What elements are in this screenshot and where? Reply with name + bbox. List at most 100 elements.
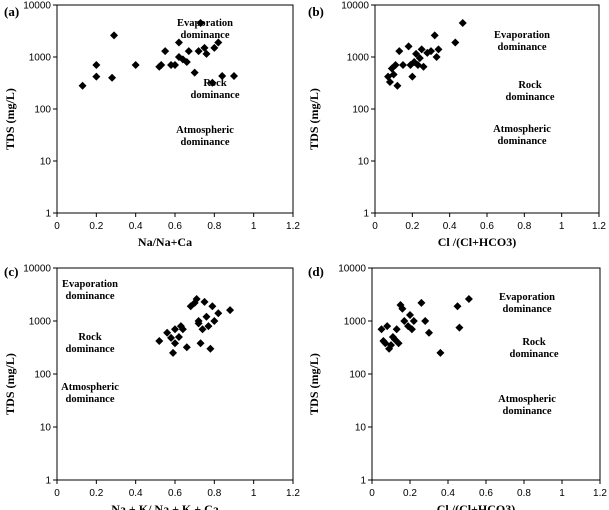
region-annotation: Evaporation (499, 292, 555, 303)
x-axis-title: Cl /(Cl+HCO3) (438, 235, 517, 249)
region-annotation: dominance (497, 136, 546, 147)
data-point (434, 45, 443, 54)
data-point (464, 295, 473, 304)
data-point (415, 54, 424, 63)
data-point (169, 348, 178, 357)
data-point (206, 344, 215, 353)
chart-panel-3: 1 10 100 1000 10000 0 0.2 0.4 0.6 0.8 1 1.2 (d) TDS (… (307, 264, 607, 510)
y-axis-title: TDS (mg/L) (3, 353, 17, 415)
data-point (385, 78, 394, 87)
data-point (377, 325, 386, 334)
x-tick-label: 0 (54, 221, 60, 232)
y-tick-label: 1000 (344, 317, 367, 328)
x-tick-label: 0.8 (207, 221, 221, 232)
region-annotation: dominance (65, 291, 114, 302)
x-tick-label: 0.6 (479, 488, 493, 499)
data-point (226, 306, 235, 315)
data-point (108, 73, 117, 82)
y-tick-label: 1 (45, 476, 51, 487)
data-point (421, 317, 430, 325)
y-tick-label: 100 (34, 105, 51, 116)
y-tick-label: 10000 (23, 1, 51, 12)
y-tick-label: 1 (45, 209, 51, 220)
data-point (419, 62, 428, 71)
x-tick-label: 1.2 (592, 221, 606, 232)
data-point (131, 61, 140, 70)
region-annotation: dominance (502, 406, 551, 417)
chart-panel-1: 1 10 100 1000 10000 0 0.2 0.4 0.6 0.8 1 1.2 (b) TDS (… (307, 1, 606, 250)
data-point (408, 72, 417, 81)
y-tick-label: 100 (349, 370, 366, 381)
data-point (92, 61, 101, 70)
data-point (171, 339, 179, 348)
x-tick-label: 0.4 (129, 221, 143, 232)
region-annotation: Rock (522, 337, 545, 348)
y-tick-label: 10000 (338, 264, 366, 275)
data-point (398, 304, 407, 313)
region-annotation: Rock (78, 332, 101, 343)
data-point (400, 317, 409, 325)
data-point (430, 31, 439, 40)
x-axis-title: Na + K/ Na + K + Ca (111, 502, 219, 510)
y-tick-label: 100 (34, 370, 51, 381)
data-point (92, 72, 101, 81)
data-point (417, 45, 426, 54)
data-point (208, 78, 217, 87)
region-annotation: Atmospheric (61, 382, 119, 393)
panel-label: (b) (308, 4, 324, 19)
region-annotation: Evaporation (494, 30, 550, 41)
data-point (184, 47, 193, 56)
data-point (451, 38, 460, 47)
y-tick-label: 1000 (347, 53, 370, 64)
y-tick-label: 10 (40, 157, 52, 168)
y-tick-label: 10 (40, 423, 52, 434)
data-point (190, 68, 199, 77)
data-point (174, 38, 183, 47)
data-point (208, 302, 217, 311)
data-point (412, 49, 421, 58)
data-point (455, 323, 464, 332)
x-tick-label: 0.6 (168, 488, 182, 499)
region-annotation: Atmospheric (498, 394, 556, 405)
region-annotation: dominance (497, 42, 546, 53)
y-tick-label: 10 (358, 157, 370, 168)
data-point (432, 53, 441, 61)
data-point (458, 19, 467, 28)
data-point (200, 43, 209, 52)
region-annotation: Atmospheric (493, 124, 551, 135)
region-annotation: Atmospheric (176, 125, 234, 136)
x-tick-label: 0 (54, 488, 60, 499)
x-tick-label: 0.2 (405, 221, 419, 232)
data-point (453, 302, 462, 311)
x-tick-label: 1 (559, 488, 565, 499)
plot-frame (374, 4, 600, 214)
data-point (182, 343, 191, 352)
data-point (196, 339, 205, 348)
region-annotation: Evaporation (177, 18, 233, 29)
panel-label: (c) (4, 264, 18, 279)
region-annotation: dominance (509, 349, 558, 360)
x-tick-label: 0.8 (517, 221, 531, 232)
region-annotation: dominance (502, 304, 551, 315)
x-tick-label: 1 (251, 221, 257, 232)
chart-panel-2: 1 10 100 1000 10000 0 0.2 0.4 0.6 0.8 1 1.2 (c) TDS (… (3, 264, 300, 510)
region-annotation: dominance (180, 30, 229, 41)
data-point (218, 72, 227, 81)
data-point (406, 310, 414, 319)
y-tick-label: 100 (352, 105, 369, 116)
data-point (210, 317, 219, 325)
y-tick-label: 1 (363, 209, 369, 220)
x-tick-label: 0 (369, 488, 375, 499)
y-tick-label: 10000 (341, 1, 369, 12)
data-point (167, 333, 176, 342)
x-tick-label: 1 (251, 488, 257, 499)
region-annotation: dominance (190, 90, 239, 101)
data-point (171, 325, 179, 334)
region-annotation: dominance (65, 394, 114, 405)
data-point (210, 43, 219, 52)
data-point (182, 58, 191, 67)
data-point (399, 61, 407, 70)
data-point (214, 38, 223, 47)
data-point (204, 322, 213, 331)
